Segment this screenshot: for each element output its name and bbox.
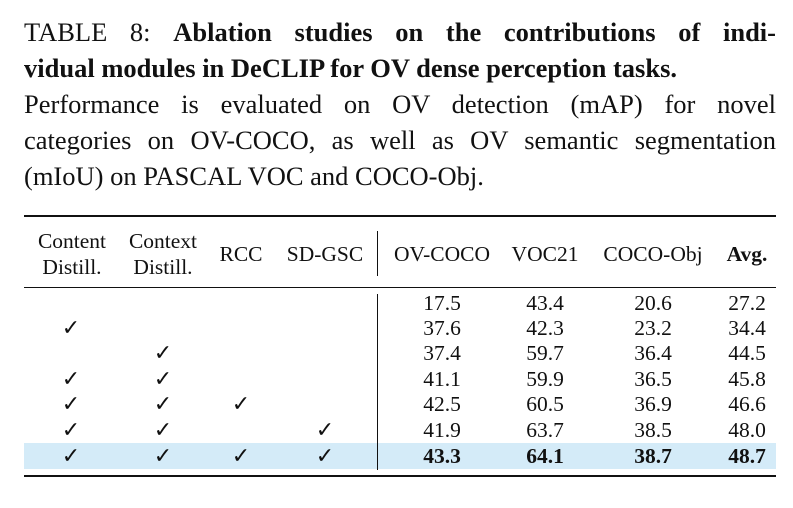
ov-coco-value: 43.3 (423, 444, 461, 468)
avg-value: 27.2 (728, 291, 766, 315)
table-mid-rule (24, 287, 776, 288)
coco-obj-value: 36.4 (634, 341, 672, 365)
header-content-line-1: Content (37, 229, 107, 253)
avg-value: 46.6 (728, 392, 766, 416)
avg-value: 44.5 (728, 341, 766, 365)
coco-obj-value: 23.2 (634, 316, 672, 340)
table-caption: TABLE 8: Ablation studies on the contrib… (24, 14, 776, 194)
header-column-separator (377, 231, 378, 276)
rcc-check: ✓ (231, 444, 251, 469)
voc21-value: 64.1 (526, 444, 564, 468)
caption-line-1: TABLE 8: Ablation studies on the contrib… (24, 14, 776, 50)
best-row-highlight (24, 443, 776, 469)
sd-gsc-check (276, 392, 374, 417)
rcc-check (208, 367, 274, 392)
header-voc21: VOC21 (511, 242, 579, 266)
header-ov-coco: OV-COCO (394, 242, 490, 266)
rcc-check (208, 291, 274, 316)
header-content-distill: Content Distill. (24, 226, 120, 282)
content-distill-check: ✓ (61, 392, 81, 417)
table-row-best: ✓ ✓ ✓ ✓ 43.3 64.1 38.7 48.7 (0, 444, 793, 469)
sd-gsc-check (276, 341, 374, 366)
avg-value: 48.0 (728, 418, 766, 442)
ov-coco-value: 37.4 (423, 341, 461, 365)
sd-gsc-check: ✓ (315, 418, 335, 443)
content-distill-check: ✓ (61, 444, 81, 469)
context-distill-check: ✓ (153, 367, 173, 392)
content-distill-check (24, 341, 118, 366)
sd-gsc-check: ✓ (315, 444, 335, 469)
header-coco-obj: COCO-Obj (603, 242, 703, 266)
context-distill-check: ✓ (153, 341, 173, 366)
coco-obj-value: 38.5 (634, 418, 672, 442)
table-row: ✓ ✓ ✓ 41.9 63.7 38.5 48.0 (0, 418, 793, 443)
table-bottom-rule (24, 475, 776, 477)
voc21-value: 42.3 (526, 316, 564, 340)
header-context-distill: Context Distill. (118, 226, 208, 282)
sd-gsc-check (276, 291, 374, 316)
header-context-line-2: Distill. (133, 255, 193, 279)
rcc-check (208, 418, 274, 443)
table-row: ✓ 37.6 42.3 23.2 34.4 (0, 316, 793, 341)
voc21-value: 63.7 (526, 418, 564, 442)
header-content-line-2: Distill. (42, 255, 102, 279)
ov-coco-value: 41.1 (423, 367, 461, 391)
voc21-value: 59.9 (526, 367, 564, 391)
caption-desc-line-2: categories on OV-COCO, as well as OV sem… (24, 125, 776, 155)
context-distill-check (118, 291, 208, 316)
avg-value: 48.7 (728, 444, 766, 468)
ov-coco-value: 41.9 (423, 418, 461, 442)
ov-coco-value: 37.6 (423, 316, 461, 340)
sd-gsc-check (276, 367, 374, 392)
table-top-rule (24, 215, 776, 217)
content-distill-check: ✓ (61, 316, 81, 341)
content-distill-check: ✓ (61, 418, 81, 443)
caption-desc-line-1: Performance is evaluated on OV detection… (24, 89, 776, 119)
coco-obj-value: 20.6 (634, 291, 672, 315)
context-distill-check: ✓ (153, 392, 173, 417)
header-avg: Avg. (726, 242, 768, 266)
content-distill-check: ✓ (61, 367, 81, 392)
context-distill-check (118, 316, 208, 341)
rcc-check (208, 316, 274, 341)
table-row: ✓ 37.4 59.7 36.4 44.5 (0, 341, 793, 366)
context-distill-check: ✓ (153, 418, 173, 443)
avg-value: 45.8 (728, 367, 766, 391)
ov-coco-value: 42.5 (423, 392, 461, 416)
ov-coco-value: 17.5 (423, 291, 461, 315)
header-rcc: RCC (219, 242, 263, 266)
coco-obj-value: 38.7 (634, 444, 672, 468)
coco-obj-value: 36.9 (634, 392, 672, 416)
table-row: ✓ ✓ ✓ 42.5 60.5 36.9 46.6 (0, 392, 793, 417)
rcc-check: ✓ (231, 392, 251, 417)
coco-obj-value: 36.5 (634, 367, 672, 391)
caption-title-part-2: vidual modules in DeCLIP for OV dense pe… (24, 53, 678, 83)
voc21-value: 59.7 (526, 341, 564, 365)
body-column-separator (377, 294, 378, 470)
voc21-value: 60.5 (526, 392, 564, 416)
sd-gsc-check (276, 316, 374, 341)
table-row: ✓ ✓ 41.1 59.9 36.5 45.8 (0, 367, 793, 392)
table-row: 17.5 43.4 20.6 27.2 (0, 291, 793, 316)
header-sd-gsc: SD-GSC (286, 242, 364, 266)
header-context-line-1: Context (128, 229, 198, 253)
table-label: TABLE 8: (24, 17, 151, 47)
caption-desc-line-3: (mIoU) on PASCAL VOC and COCO-Obj. (24, 161, 484, 191)
content-distill-check (24, 291, 118, 316)
context-distill-check: ✓ (153, 444, 173, 469)
avg-value: 34.4 (728, 316, 766, 340)
caption-title-part-1: Ablation studies on the contributions of… (173, 17, 776, 47)
rcc-check (208, 341, 274, 366)
voc21-value: 43.4 (526, 291, 564, 315)
